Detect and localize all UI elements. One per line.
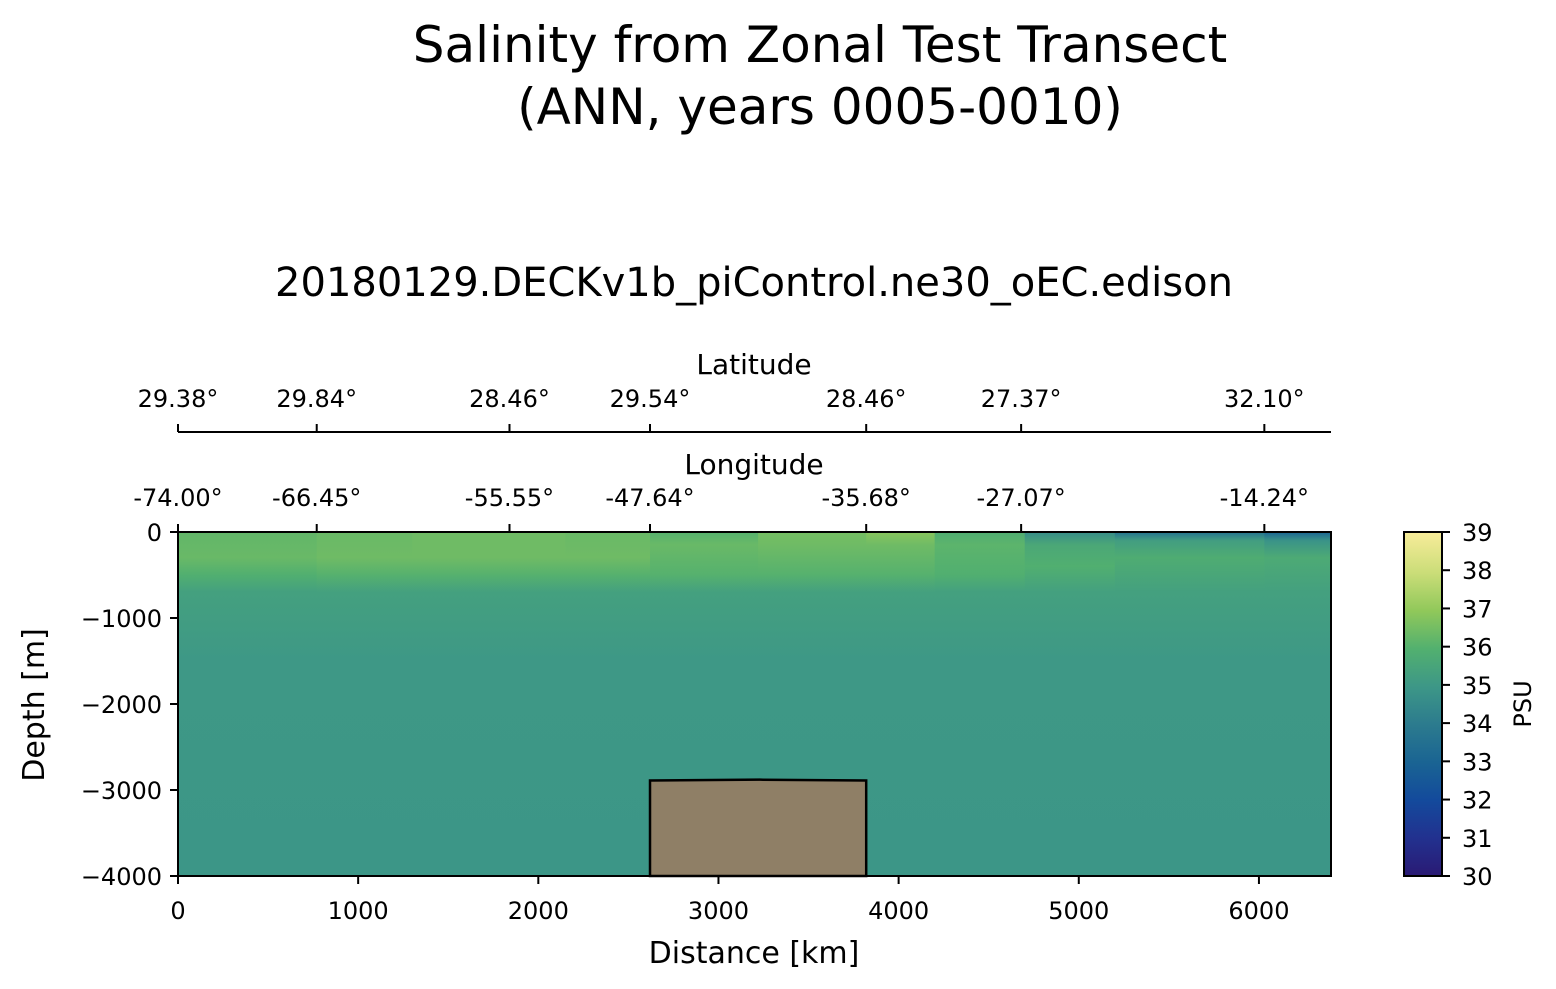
y-tick-label: −1000 (81, 605, 162, 633)
latitude-tick-label: 28.46° (469, 385, 550, 413)
latitude-tick-label: 27.37° (981, 385, 1062, 413)
longitude-tick-label: -74.00° (133, 484, 222, 512)
x-axis: 0 1000 2000 3000 4000 5000 6000 (170, 876, 1289, 925)
salinity-column (412, 532, 566, 876)
colorbar-label: PSU (1509, 680, 1537, 727)
colorbar-tick-label: 39 (1462, 519, 1493, 547)
salinity-column (316, 532, 413, 876)
longitude-tick-label: -35.68° (822, 484, 911, 512)
salinity-column (1024, 532, 1116, 876)
latitude-tick-label: 32.10° (1224, 385, 1305, 413)
latitude-tick-label: 28.46° (826, 385, 907, 413)
y-tick-label: −2000 (81, 691, 162, 719)
y-tick-label: −3000 (81, 777, 162, 805)
salinity-column (1264, 532, 1331, 876)
latitude-axis: 29.38° 29.84° 28.46° 29.54° 28.46° 27.37° 32.1… (138, 385, 1331, 433)
colorbar-tick-label: 31 (1462, 825, 1493, 853)
colorbar-tick-label: 36 (1462, 634, 1493, 662)
y-tick-label: −4000 (81, 863, 162, 891)
longitude-tick-label: -47.64° (605, 484, 694, 512)
colorbar-tick-label: 30 (1462, 863, 1493, 891)
salinity-column (866, 532, 936, 876)
x-tick-label: 0 (170, 897, 185, 925)
x-tick-label: 5000 (1048, 897, 1109, 925)
latitude-tick-label: 29.54° (610, 385, 691, 413)
x-tick-label: 6000 (1228, 897, 1289, 925)
latitude-tick-label: 29.38° (138, 385, 219, 413)
y-axis: 0 −1000 −2000 −3000 −4000 (81, 519, 178, 891)
salinity-column (178, 532, 318, 876)
colorbar-tick-label: 34 (1462, 710, 1493, 738)
chart-title-line-1: Salinity from Zonal Test Transect (413, 16, 1227, 74)
y-axis-label: Depth [m] (17, 628, 52, 782)
colorbar-ticks: 30 31 32 33 34 35 36 37 38 39 (1442, 519, 1493, 891)
colorbar-tick-label: 38 (1462, 557, 1493, 585)
x-tick-label: 3000 (688, 897, 749, 925)
longitude-tick-label: -27.07° (976, 484, 1065, 512)
latitude-tick-label: 29.84° (276, 385, 357, 413)
latitude-axis-label: Latitude (696, 348, 811, 381)
salinity-column (934, 532, 1026, 876)
salinity-column (1114, 532, 1265, 876)
seafloor-bathymetry (648, 778, 868, 878)
longitude-tick-label: -55.55° (465, 484, 554, 512)
longitude-axis: -74.00° -66.45° -55.55° -47.64° -35.68° -27.0… (133, 484, 1309, 532)
x-tick-label: 4000 (868, 897, 929, 925)
x-tick-label: 2000 (508, 897, 569, 925)
colorbar-tick-label: 35 (1462, 672, 1493, 700)
colorbar-tick-label: 37 (1462, 595, 1493, 623)
chart-subtitle: 20180129.DECKv1b_piControl.ne30_oEC.edis… (275, 260, 1233, 306)
x-axis-label: Distance [km] (649, 936, 860, 971)
longitude-tick-label: -66.45° (272, 484, 361, 512)
colorbar (1403, 531, 1443, 877)
chart-title-line-2: (ANN, years 0005-0010) (517, 78, 1123, 136)
salinity-column (565, 532, 651, 876)
colorbar-tick-label: 32 (1462, 787, 1493, 815)
x-tick-label: 1000 (328, 897, 389, 925)
longitude-axis-label: Longitude (684, 448, 823, 481)
colorbar-tick-label: 33 (1462, 748, 1493, 776)
y-tick-label: 0 (147, 519, 162, 547)
longitude-tick-label: -14.24° (1220, 484, 1309, 512)
